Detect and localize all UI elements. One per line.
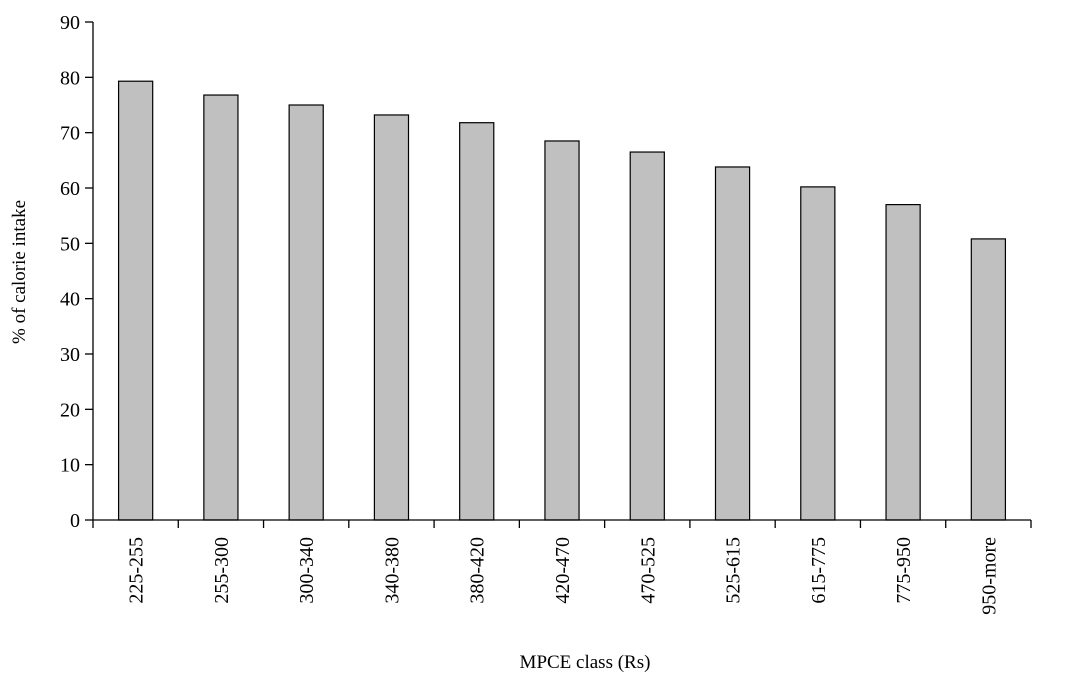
x-tick-label: 340-380	[381, 537, 403, 604]
y-tick-label: 60	[60, 178, 80, 200]
y-tick-label: 90	[60, 12, 80, 34]
y-tick-label: 0	[70, 510, 80, 532]
x-tick-label: 775-950	[893, 537, 915, 604]
x-tick-label: 420-470	[552, 537, 574, 604]
y-tick-label: 50	[60, 233, 80, 255]
y-tick-label: 30	[60, 344, 80, 366]
bar-470-525	[629, 151, 665, 521]
bar-615-775	[800, 186, 836, 521]
y-tick-label: 20	[60, 399, 80, 421]
y-axis-title: % of calorie intake	[9, 200, 30, 344]
bar-225-255	[117, 80, 154, 521]
x-tick-label: 300-340	[296, 537, 318, 604]
bar-775-950	[885, 204, 921, 521]
bar-525-615	[714, 166, 751, 521]
y-tick-label: 40	[60, 289, 80, 311]
x-tick-label: 525-615	[723, 537, 745, 604]
x-tick-label: 225-255	[126, 537, 148, 604]
y-axis: 0 10 20 30 40 50 60 70 80 90	[60, 12, 94, 532]
bar-300-340	[288, 104, 324, 521]
y-tick-label: 10	[60, 455, 80, 477]
bar-950-more	[970, 238, 1007, 521]
x-tick-label: 380-420	[467, 537, 489, 604]
bar-420-470	[544, 140, 580, 521]
x-tick-label: 470-525	[637, 537, 659, 604]
bar-255-300	[203, 94, 239, 521]
x-tick-label: 615-775	[808, 537, 830, 604]
bars	[117, 80, 1007, 521]
x-tick-label: 950-more	[978, 537, 1000, 615]
y-tick-label: 80	[60, 67, 80, 89]
x-axis: 225-255 255-300 300-340 340-380 380-420 420-4…	[92, 519, 1032, 615]
bar-380-420	[459, 122, 495, 521]
bar-340-380	[373, 114, 410, 521]
y-tick-label: 70	[60, 123, 80, 145]
x-tick-label: 255-300	[211, 537, 233, 604]
x-axis-title: MPCE class (Rs)	[520, 652, 651, 673]
